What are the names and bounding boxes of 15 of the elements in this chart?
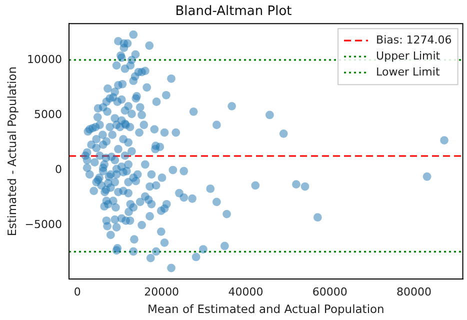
y-tick-label: −5000 <box>24 218 62 231</box>
x-tick-label: 60000 <box>312 285 348 298</box>
chart-title: Bland-Altman Plot <box>175 4 292 20</box>
y-axis-title: Estimated - Actual Population <box>4 66 19 236</box>
x-tick-label: 40000 <box>228 285 264 298</box>
x-tick-label: 80000 <box>396 285 432 298</box>
y-tick-label: 5000 <box>34 108 62 121</box>
legend-label: Lower Limit <box>376 65 440 78</box>
x-axis-title: Mean of Estimated and Actual Population <box>147 302 384 316</box>
ref-line-label: Upper Limit <box>376 49 441 62</box>
x-tick-label: 0 <box>74 285 81 298</box>
y-tick-label: 0 <box>55 162 62 176</box>
x-tick-label: 20000 <box>144 285 180 298</box>
y-tick-label: 10000 <box>27 52 62 66</box>
legend-label: Bias: 1274.06 <box>376 33 452 46</box>
